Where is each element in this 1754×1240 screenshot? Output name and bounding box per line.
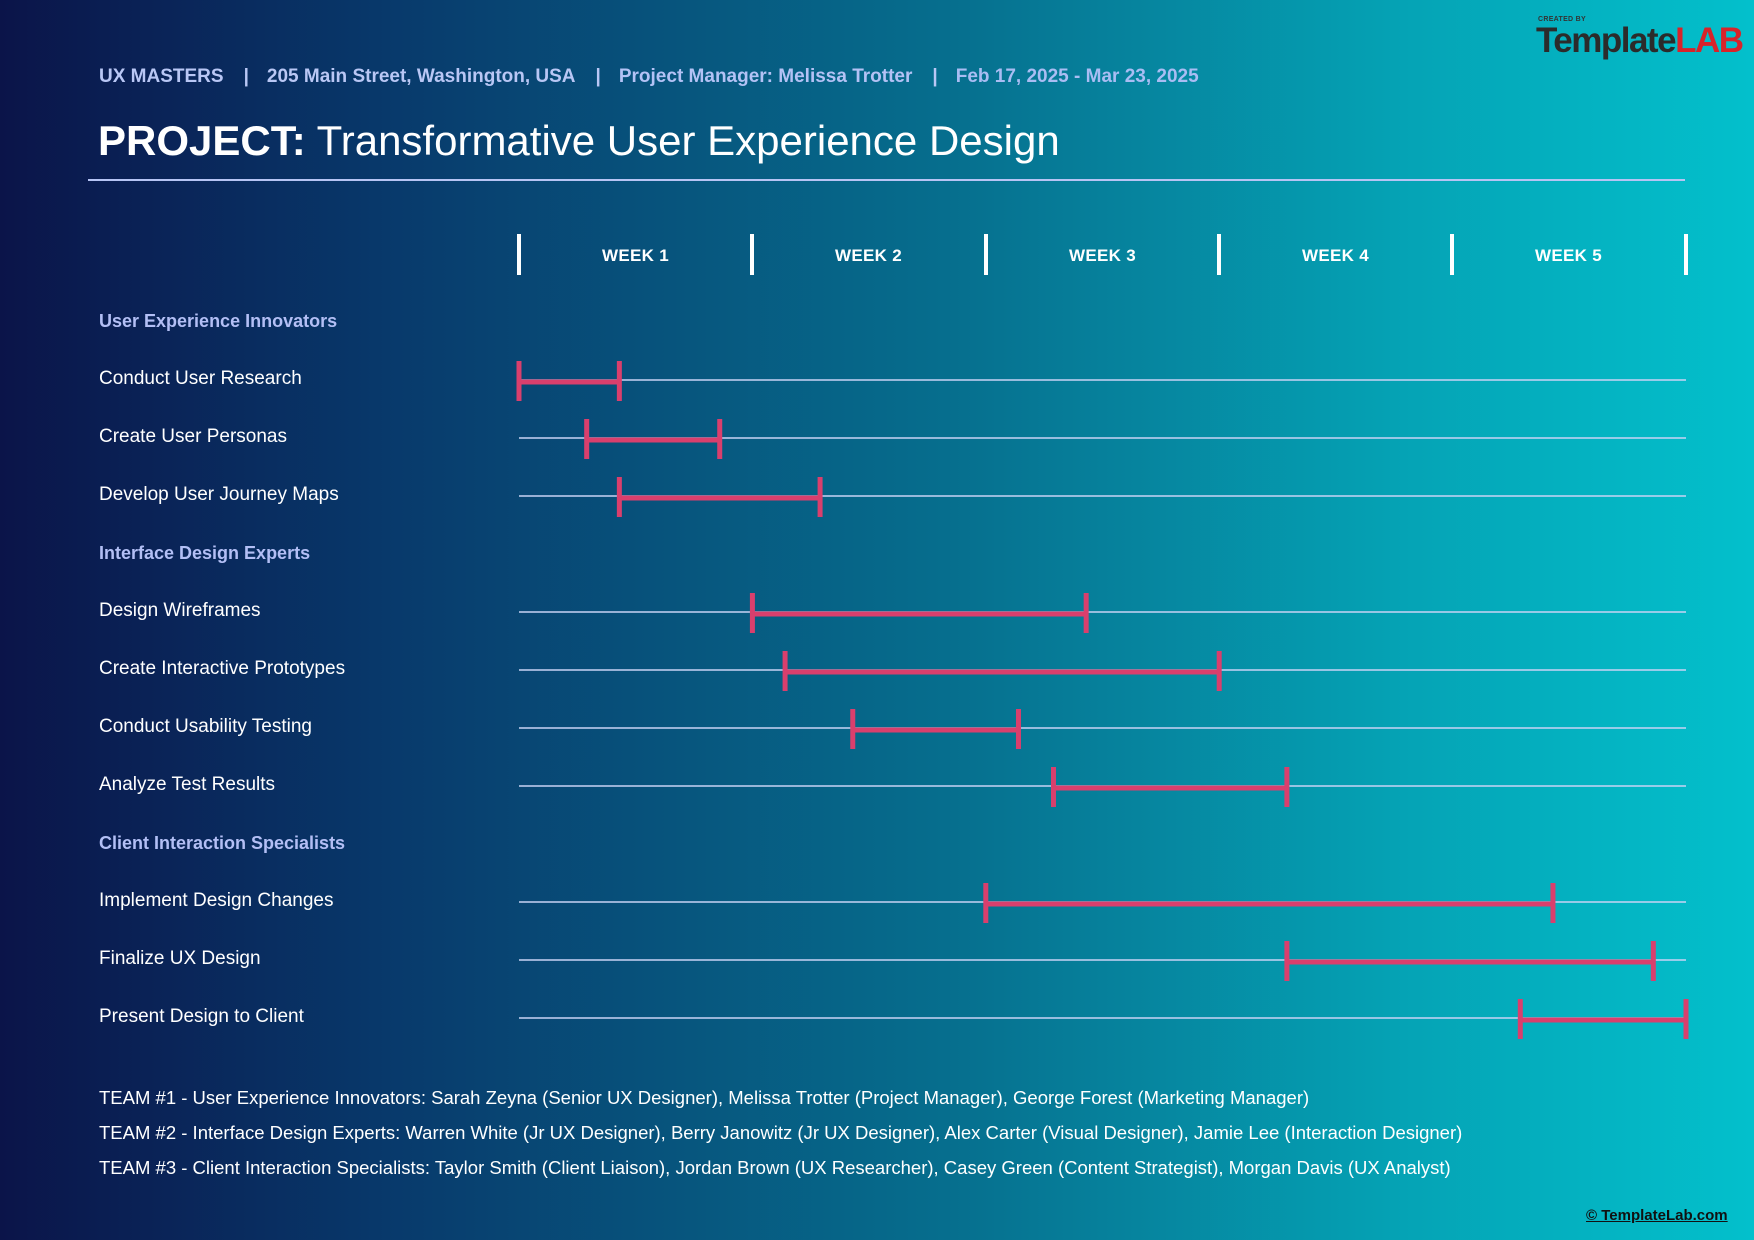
week-label-5: WEEK 5: [1535, 246, 1602, 265]
copyright-link[interactable]: © TemplateLab.com: [1586, 1207, 1728, 1224]
templatelab-logo: CREATED BY TemplateLAB: [1536, 16, 1744, 60]
separator: |: [932, 66, 938, 87]
project-info-bar: UX MASTERS | 205 Main Street, Washington, …: [99, 66, 1199, 88]
task-label: Conduct User Research: [99, 368, 302, 389]
task-label: Conduct Usability Testing: [99, 716, 312, 737]
team-description: TEAM #1 - User Experience Innovators: Sa…: [99, 1087, 1310, 1108]
company-name: UX MASTERS: [99, 66, 224, 87]
task-label: Implement Design Changes: [99, 890, 334, 911]
week-label-3: WEEK 3: [1069, 246, 1136, 265]
task-label: Develop User Journey Maps: [99, 484, 339, 505]
separator: |: [595, 66, 601, 87]
company-address: 205 Main Street, Washington, USA: [266, 66, 576, 87]
week-divider: [984, 234, 988, 275]
week-divider: [1684, 234, 1688, 275]
title-divider: [88, 179, 1685, 181]
week-divider: [517, 234, 521, 275]
week-divider: [1217, 234, 1221, 275]
task-label: Analyze Test Results: [99, 774, 276, 795]
week-label-4: WEEK 4: [1302, 246, 1369, 265]
group-label: Client Interaction Specialists: [99, 833, 346, 853]
logo-part-template: Template: [1536, 21, 1677, 60]
week-divider: [1450, 234, 1454, 275]
logo-part-lab: LAB: [1675, 21, 1744, 60]
page-title: PROJECT: Transformative User Experience …: [98, 116, 1060, 166]
week-divider: [750, 234, 754, 275]
project-dates: Feb 17, 2025 - Mar 23, 2025: [955, 66, 1199, 87]
separator: |: [243, 66, 249, 87]
team-description: TEAM #3 - Client Interaction Specialists…: [99, 1157, 1451, 1178]
task-label: Finalize UX Design: [99, 948, 261, 969]
logo-created-by: CREATED BY: [1538, 16, 1586, 23]
project-manager: Project Manager: Melissa Trotter: [618, 66, 913, 87]
week-label-2: WEEK 2: [835, 246, 902, 265]
title-prefix: PROJECT:: [98, 117, 306, 164]
group-label: User Experience Innovators: [99, 311, 338, 331]
task-label: Present Design to Client: [99, 1006, 304, 1027]
task-label: Design Wireframes: [99, 600, 261, 621]
group-label: Interface Design Experts: [99, 543, 311, 563]
task-label: Create Interactive Prototypes: [99, 658, 346, 679]
week-label-1: WEEK 1: [602, 246, 669, 265]
task-label: Create User Personas: [99, 426, 287, 447]
project-name: Transformative User Experience Design: [316, 117, 1060, 164]
team-description: TEAM #2 - Interface Design Experts: Warr…: [99, 1122, 1463, 1143]
logo-wordmark: TemplateLAB: [1536, 21, 1744, 61]
